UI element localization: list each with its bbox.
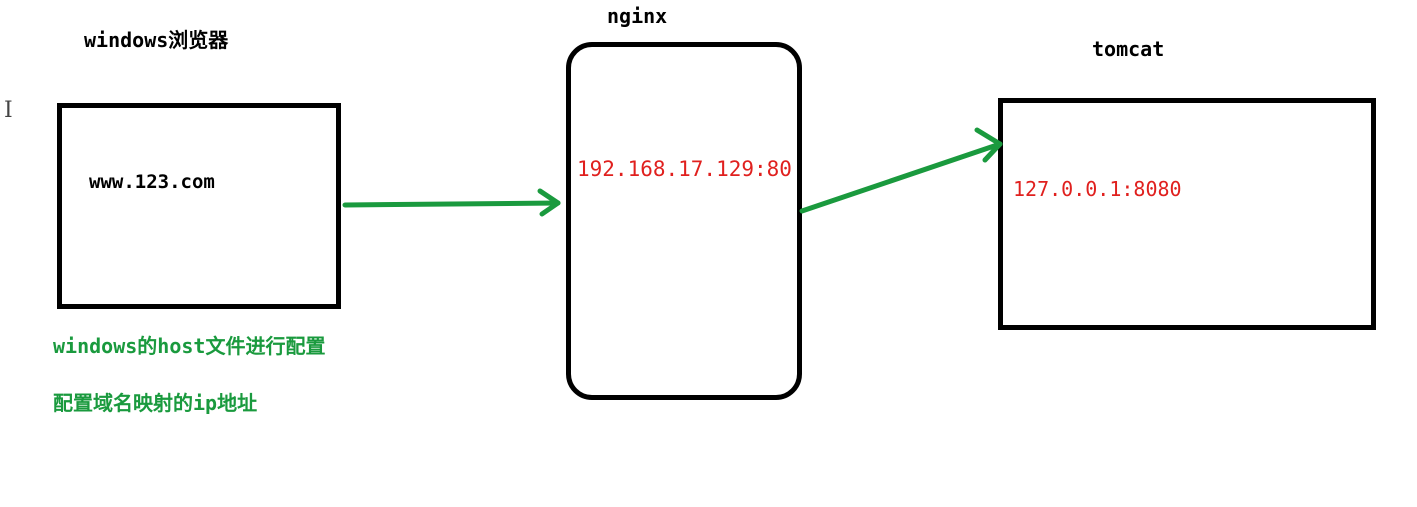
- nginx-title: nginx: [607, 4, 668, 28]
- host-config-note: windows的host文件进行配置: [53, 334, 326, 358]
- tomcat-address: 127.0.0.1:8080: [1013, 177, 1182, 201]
- browser-to-nginx-arrow: [342, 188, 561, 217]
- browser-title: windows浏览器: [84, 28, 229, 52]
- nginx-to-tomcat-arrow: [799, 127, 1003, 214]
- browser-url: www.123.com: [89, 171, 215, 193]
- tomcat-title: tomcat: [1092, 37, 1165, 61]
- domain-mapping-note: 配置域名映射的ip地址: [53, 391, 258, 415]
- nginx-box: 192.168.17.129:80: [566, 42, 802, 400]
- text-cursor-icon: I: [4, 98, 13, 123]
- tomcat-box: 127.0.0.1:8080: [998, 98, 1376, 330]
- nginx-address: 192.168.17.129:80: [577, 157, 792, 181]
- browser-box: www.123.com: [57, 103, 341, 309]
